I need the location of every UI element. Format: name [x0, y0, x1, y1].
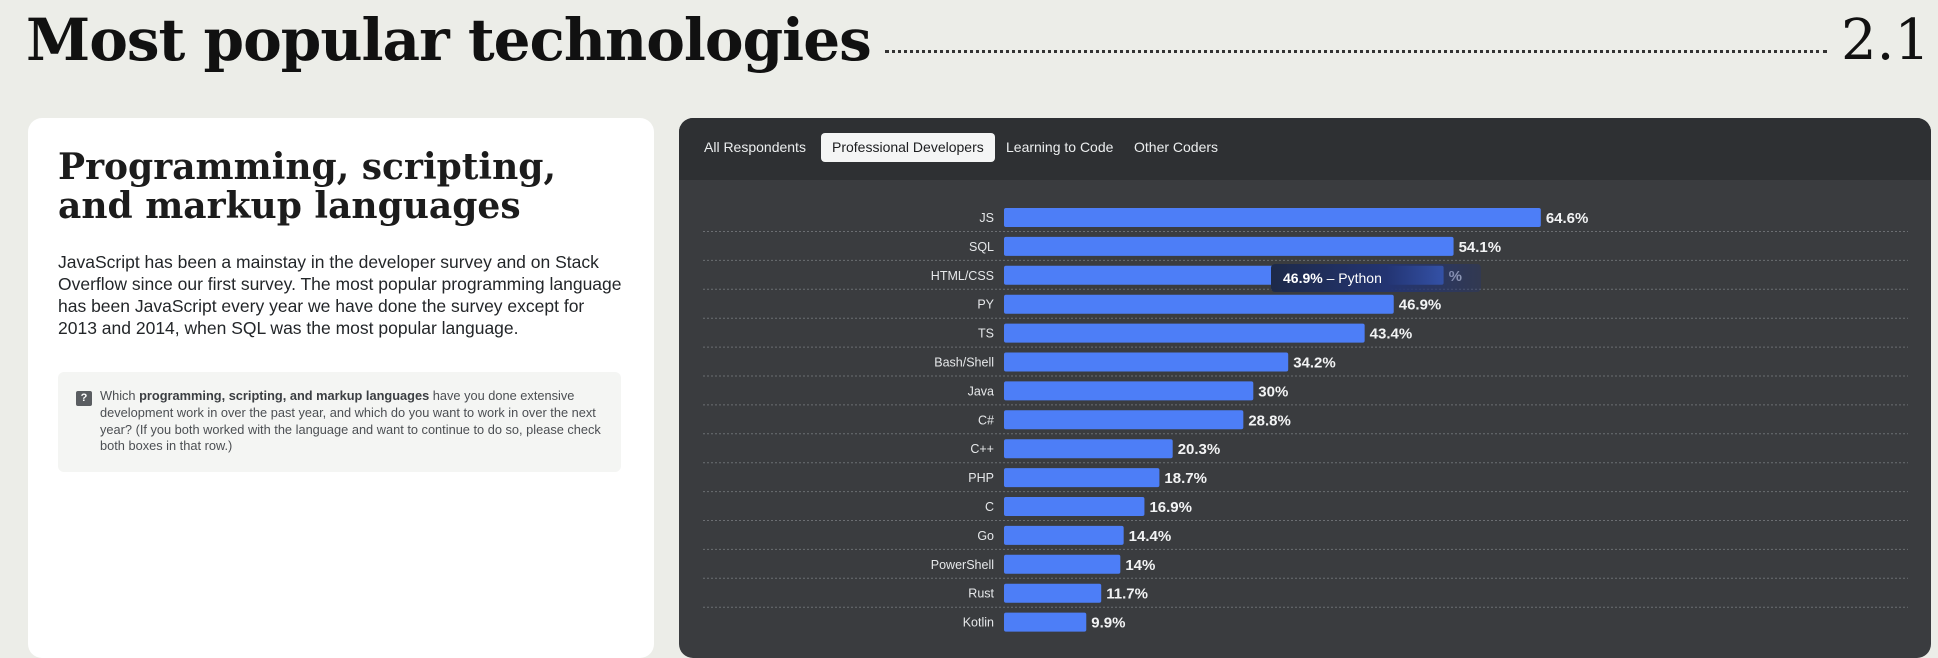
value-label: 18.7% — [1164, 470, 1207, 487]
bar[interactable] — [1004, 381, 1254, 401]
category-label: SQL — [969, 240, 994, 254]
category-label: Kotlin — [963, 616, 994, 630]
bar[interactable] — [1004, 294, 1394, 314]
value-label: 9.9% — [1091, 615, 1125, 632]
bar[interactable] — [1004, 525, 1124, 545]
category-label: PHP — [968, 471, 994, 485]
tab-professional-developers[interactable]: Professional Developers — [821, 133, 995, 162]
bar[interactable] — [1004, 236, 1454, 256]
value-label: 43.4% — [1370, 326, 1413, 343]
value-label: 28.8% — [1248, 412, 1291, 429]
value-label: 14.4% — [1129, 528, 1172, 545]
category-label: C — [985, 500, 994, 514]
chart-tooltip: 46.9% – Python — [1271, 264, 1481, 292]
category-label: C# — [978, 413, 994, 427]
question-bold: programming, scripting, and markup langu… — [139, 388, 430, 403]
bar[interactable] — [1004, 583, 1102, 603]
section-number: 2.1 — [1840, 7, 1930, 73]
category-label: Bash/Shell — [934, 356, 994, 370]
languages-bar-chart: JS64.6%SQL54.1%HTML/CSS%PY46.9%TS43.4%Ba… — [703, 208, 1908, 632]
category-label: PY — [977, 298, 994, 312]
question-suffix: have you done extensive development work… — [100, 388, 601, 454]
category-label: JS — [979, 211, 994, 225]
category-label: TS — [978, 327, 994, 341]
respondent-tabs: All Respondents Professional Developers … — [679, 118, 1931, 180]
bar[interactable] — [1004, 554, 1121, 574]
category-label: PowerShell — [931, 558, 994, 572]
tooltip-separator: – — [1322, 270, 1339, 286]
tab-other-coders[interactable]: Other Coders — [1134, 139, 1219, 155]
question-icon: ? — [76, 391, 92, 406]
value-label: 16.9% — [1149, 499, 1192, 516]
tab-learning-to-code[interactable]: Learning to Code — [1006, 139, 1114, 155]
value-label: 30% — [1258, 383, 1288, 400]
category-label: Rust — [968, 587, 994, 601]
value-label: 34.2% — [1293, 355, 1336, 372]
survey-question-text: Which programming, scripting, and markup… — [100, 388, 605, 455]
bar[interactable] — [1004, 410, 1244, 430]
page-header: Most popular technologies 2.1 — [26, 0, 1930, 80]
bar[interactable] — [1004, 439, 1173, 459]
tooltip-name: Python — [1338, 270, 1382, 286]
value-label: 11.7% — [1106, 586, 1148, 603]
bar[interactable] — [1004, 612, 1087, 632]
card-heading: Programming, scripting, and markup langu… — [58, 146, 556, 227]
category-label: C++ — [970, 442, 994, 456]
bar[interactable] — [1004, 352, 1289, 372]
title-leader-dots — [884, 49, 1827, 53]
value-label: 14% — [1125, 557, 1155, 574]
value-label: 20.3% — [1178, 441, 1221, 458]
bar[interactable] — [1004, 497, 1145, 516]
tab-all-respondents[interactable]: All Respondents — [704, 139, 806, 155]
bar[interactable] — [1004, 468, 1160, 488]
category-label: Java — [968, 384, 994, 398]
category-label: Go — [977, 529, 994, 543]
tooltip-value: 46.9% — [1283, 270, 1323, 286]
value-label: 54.1% — [1459, 239, 1502, 256]
category-label: HTML/CSS — [931, 269, 994, 283]
survey-question-box: ? Which programming, scripting, and mark… — [58, 372, 621, 472]
value-label: 46.9% — [1399, 297, 1442, 314]
page-title: Most popular technologies — [26, 6, 872, 74]
value-label: 64.6% — [1546, 210, 1589, 227]
bar[interactable] — [1004, 323, 1365, 343]
question-prefix: Which — [100, 388, 140, 403]
card-description: JavaScript has been a mainstay in the de… — [58, 252, 622, 338]
info-card: Programming, scripting, and markup langu… — [28, 118, 654, 658]
bar[interactable] — [1004, 208, 1541, 227]
